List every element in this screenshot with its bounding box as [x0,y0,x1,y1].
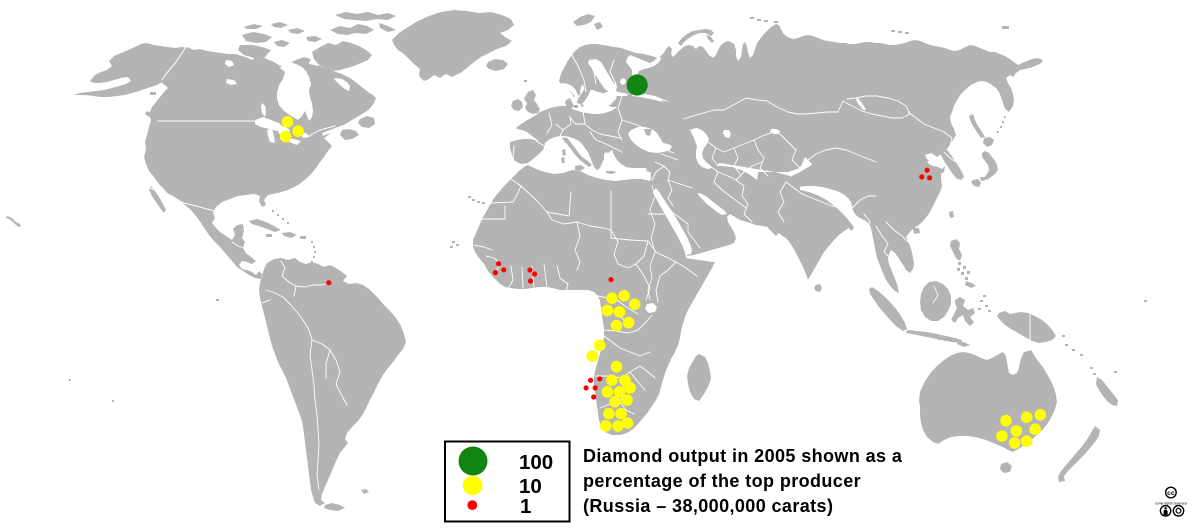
svg-text:100: 100 [519,451,553,474]
svg-text:percentage of the top producer: percentage of the top producer [583,471,861,491]
svg-text:(Russia – 38,000,000 carats): (Russia – 38,000,000 carats) [583,496,833,516]
svg-text:Diamond output in 2005 shown a: Diamond output in 2005 shown as a [583,446,903,466]
svg-text:10: 10 [519,475,542,498]
svg-text:some rights reserved: some rights reserved [1155,502,1187,506]
svg-text:cc: cc [1167,490,1175,497]
svg-text:1: 1 [520,495,531,518]
